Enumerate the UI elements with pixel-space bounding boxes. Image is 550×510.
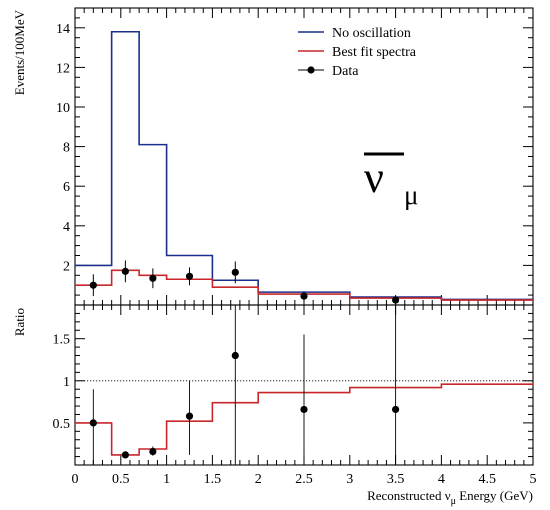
x-tick-label: 1 [163,472,170,487]
data-point [89,281,97,289]
ratio-data-point [149,447,157,456]
top-panel-events: 2 4 6 8 10 12 14 [56,7,534,306]
ratio-data-point [392,405,400,414]
x-tick-label: 3.5 [387,472,405,487]
bottom-y-tick-label: 1.5 [53,333,71,348]
legend: No oscillation Best fit spectra Data [298,26,417,79]
ratio-data-point [185,412,194,420]
bottom-y-axis-label: Ratio [12,308,27,336]
legend-marker-data [307,66,315,74]
x-tick-label: 3 [346,472,353,487]
x-tick-label: 4 [438,472,445,487]
x-axis-label: Reconstructed νμ Energy (GeV) [367,488,533,507]
data-point [392,296,400,304]
x-tick-label: 4.5 [478,472,496,487]
legend-label: Best fit spectra [332,45,417,60]
data-point [185,272,194,280]
top-panel-frame [74,7,534,306]
x-tick-label: 2 [255,472,262,487]
top-y-tick-label: 14 [56,22,70,37]
x-tick-label: 1.5 [204,472,222,487]
ratio-data-point [300,405,308,414]
no-oscillation-histogram [75,30,533,301]
bottom-y-tick-label: 1 [63,375,70,390]
top-y-tick-label: 4 [63,220,70,235]
data-point [300,292,308,300]
legend-label: Data [332,64,359,79]
ratio-data-point [121,451,129,459]
top-y-tick-label: 10 [56,101,70,116]
x-tick-label: 0.5 [112,472,130,487]
x-tick-label: 5 [530,472,537,487]
ratio-data-point [89,419,97,427]
top-y-tick-label: 8 [63,141,70,156]
axis-labels: Events/100MeV Ratio Reconstructed νμ Energ… [12,9,533,507]
top-y-tick-label: 6 [63,180,70,195]
nu-symbol: ν [364,153,384,202]
top-y-tick-label: 2 [63,259,70,274]
data-point [149,274,157,282]
data-point [231,268,239,276]
data-point [121,267,129,275]
x-tick-label: 0 [72,472,79,487]
bottom-panel-ratio: 0.5 1 1.5 0 0.5 1 1.5 2 2.5 3 3.5 4 4.5 5 [53,304,537,487]
ratio-data-point [231,351,239,360]
x-tick-label: 2.5 [295,472,313,487]
bottom-y-tick-label: 0.5 [53,417,71,432]
mu-subscript: μ [404,180,418,210]
top-y-tick-label: 12 [56,61,70,76]
legend-label: No oscillation [332,26,411,41]
top-y-axis-label: Events/100MeV [12,9,27,95]
